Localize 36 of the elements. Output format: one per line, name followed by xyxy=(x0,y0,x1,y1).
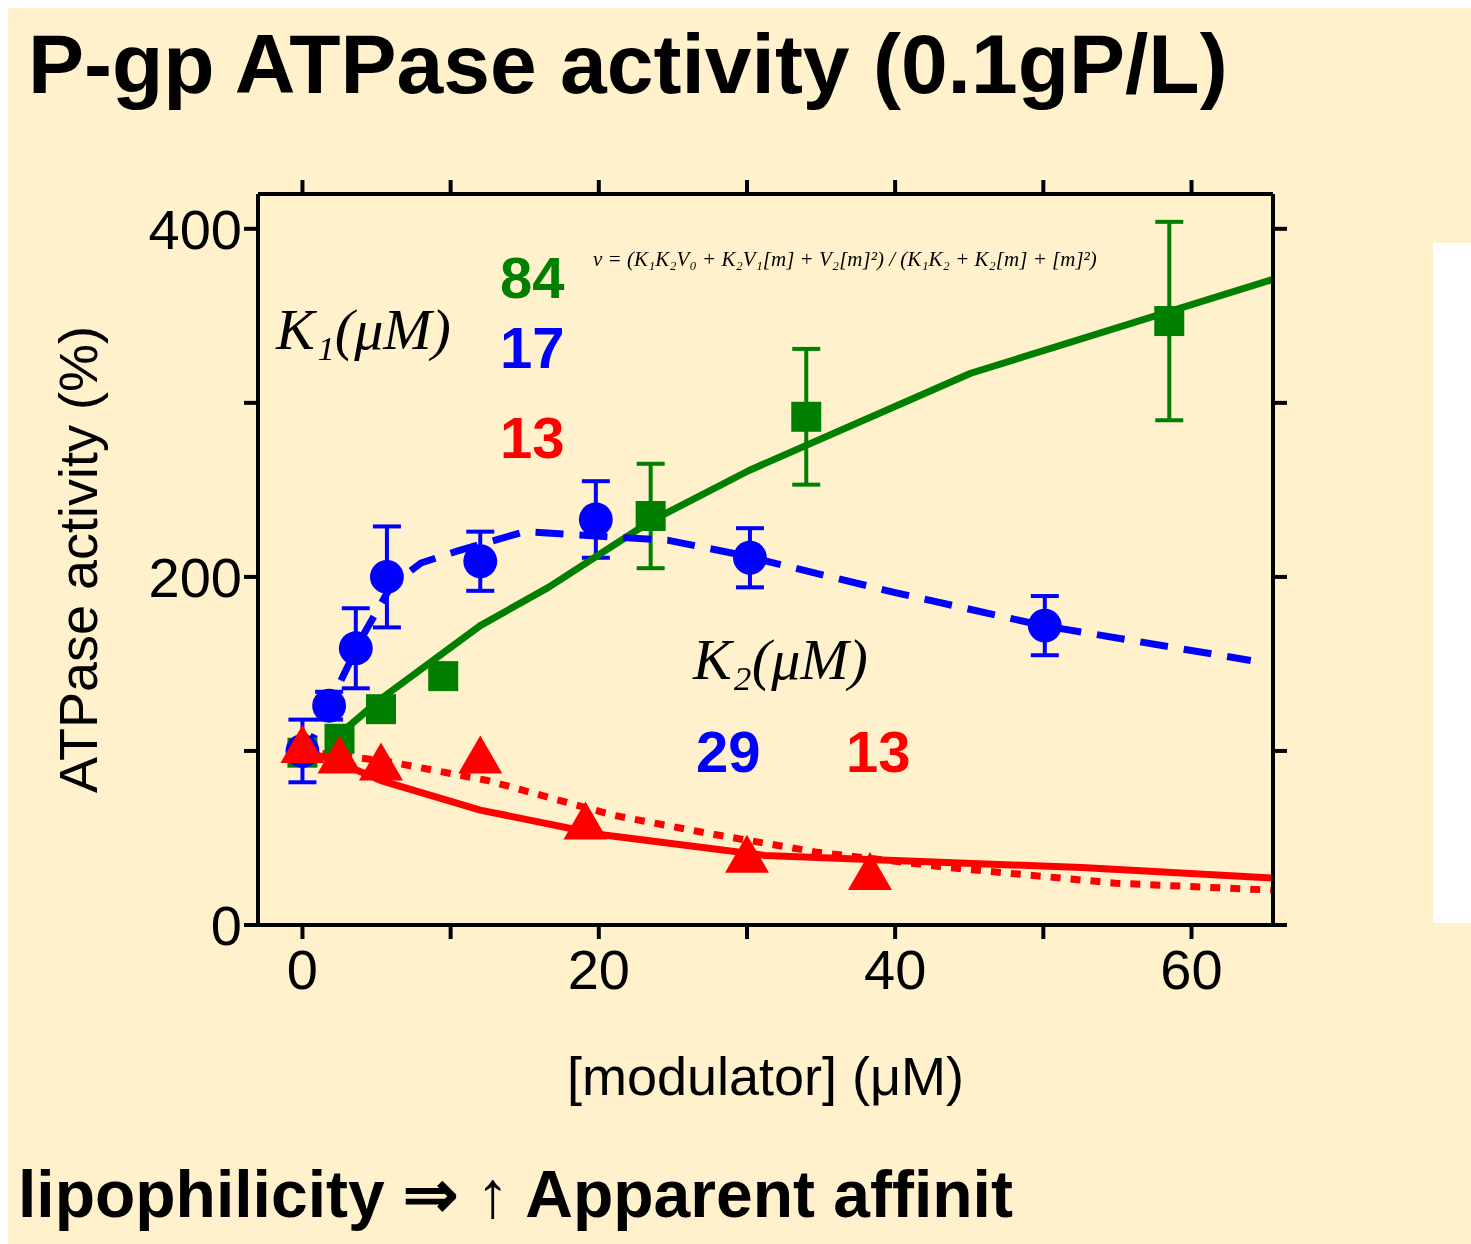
y-tick-label: 400 xyxy=(148,197,242,261)
point xyxy=(463,544,498,579)
point xyxy=(791,401,822,432)
point xyxy=(635,500,666,531)
annotation: 29 xyxy=(696,719,761,784)
point xyxy=(280,724,325,763)
point xyxy=(338,631,373,666)
x-tick-label: 0 xyxy=(286,937,319,1001)
annotation: 84 xyxy=(500,245,565,310)
x-tick-label: 40 xyxy=(864,937,927,1001)
y-tick-label: 200 xyxy=(148,545,242,609)
annotation: 13 xyxy=(846,719,911,784)
text: lipophilicity ⇒ ↑ Apparent affinit xyxy=(18,1157,1013,1231)
annotation: K₁(μM) xyxy=(276,297,451,362)
point xyxy=(458,735,503,774)
y-tick-label: 0 xyxy=(210,893,242,957)
chart-title: P-gp ATPase activity (0.1gP/L) xyxy=(28,16,1228,113)
point xyxy=(578,502,613,537)
annotation: K₂(μM) xyxy=(693,627,868,692)
point xyxy=(369,560,404,594)
point xyxy=(1027,608,1062,643)
x-axis-title: [modulator] (μM) xyxy=(566,1046,965,1106)
point xyxy=(724,834,769,873)
x-tick-label: 20 xyxy=(567,937,630,1001)
annotation: v = (K₁K₂V₀ + K₂V₁[m] + V₂[m]²) / (K₁K₂ + K₂[m] + [m]²) xyxy=(593,247,1097,272)
annotation: 13 xyxy=(500,405,565,470)
point xyxy=(733,540,767,575)
point xyxy=(358,742,403,781)
y-axis-title: ATPase activity (%) xyxy=(48,325,109,794)
point xyxy=(847,852,892,891)
point xyxy=(428,661,459,692)
annotation: 17 xyxy=(500,315,565,380)
point xyxy=(365,694,396,725)
point xyxy=(563,801,608,840)
point xyxy=(1154,306,1185,337)
x-tick-label: 60 xyxy=(1160,937,1223,1001)
